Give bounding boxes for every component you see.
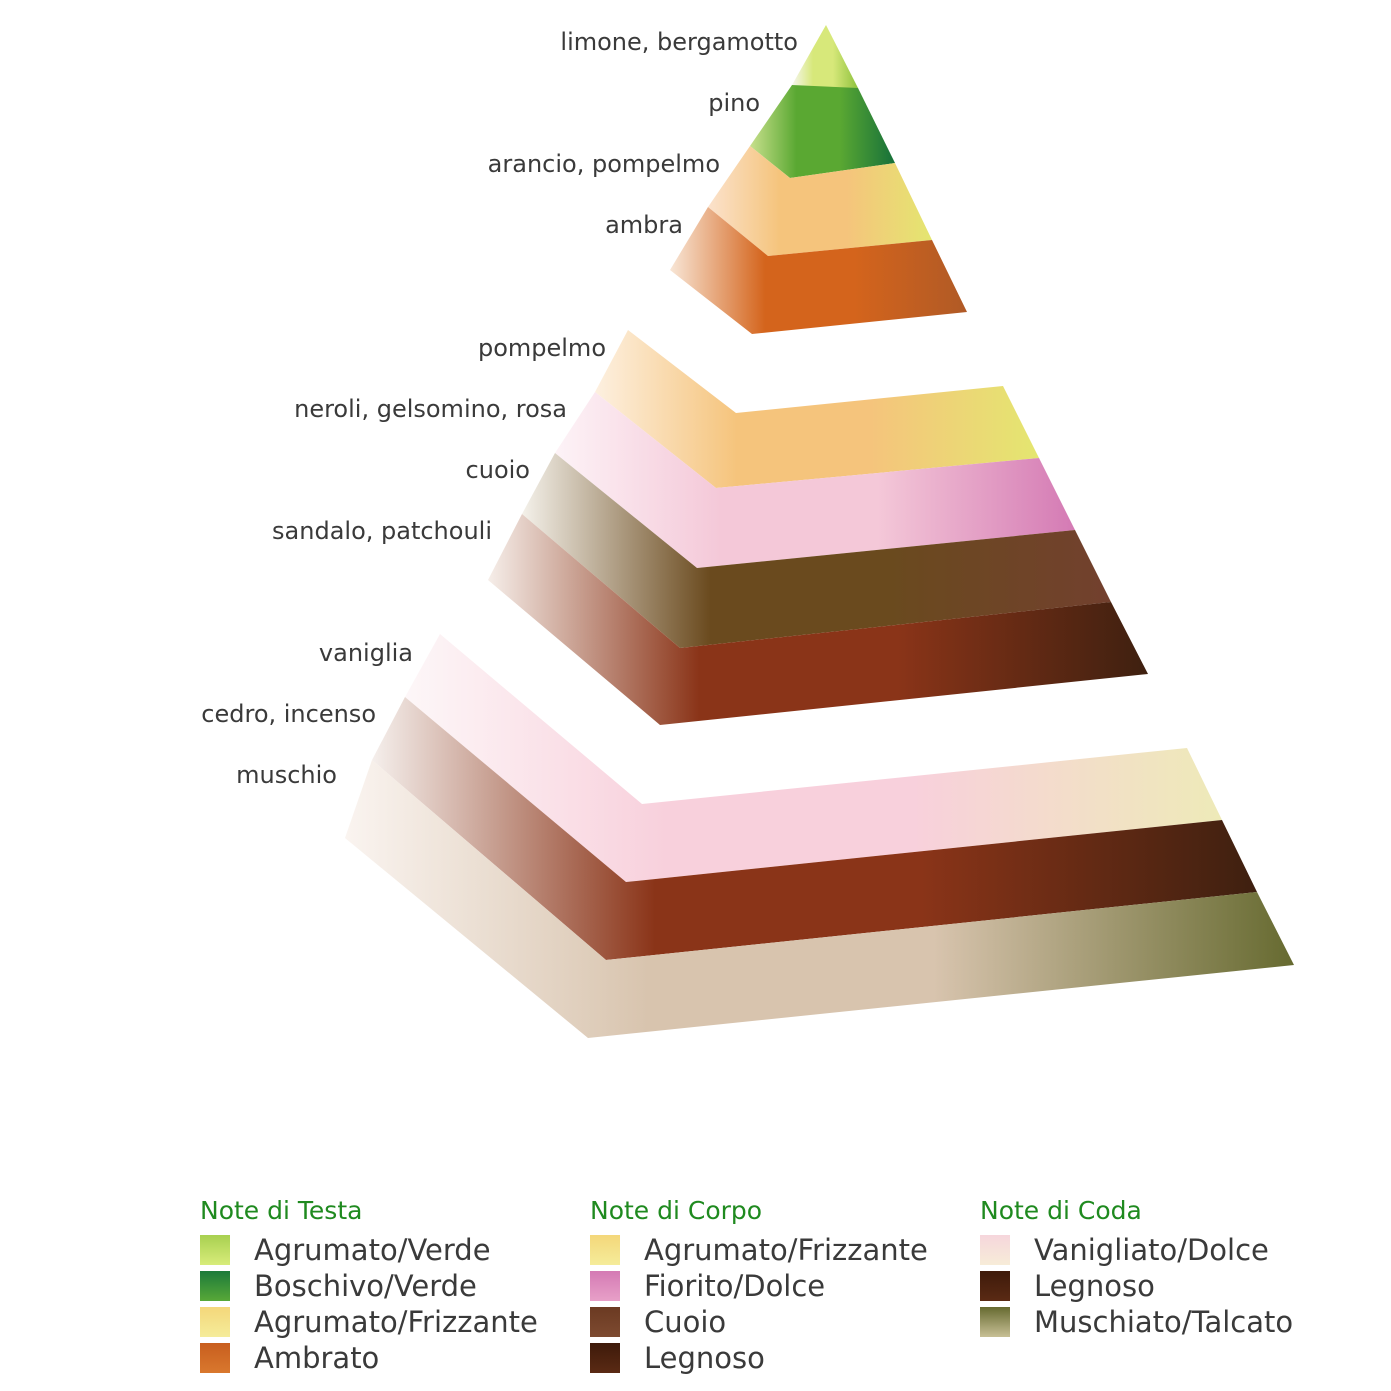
- fragrance-pyramid: limone, bergamotto pino arancio, pompelmo a…: [201, 25, 1294, 1038]
- legend-item: Muschiato/Talcato: [980, 1304, 1293, 1340]
- legend-label: Agrumato/Verde: [254, 1233, 491, 1267]
- legend-item: Agrumato/Frizzante: [200, 1304, 538, 1340]
- legend-label: Cuoio: [644, 1305, 727, 1339]
- legend-swatch: [200, 1271, 230, 1301]
- pyramid-band-6: [555, 392, 1075, 568]
- pyramid-band-1: [792, 25, 858, 100]
- note-label: pino: [708, 89, 760, 117]
- note-label: vaniglia: [319, 639, 413, 667]
- legend-swatch: [200, 1307, 230, 1337]
- pyramid-band-2: [750, 85, 895, 178]
- legend-swatch: [590, 1235, 620, 1265]
- note-label: neroli, gelsomino, rosa: [294, 395, 567, 423]
- legend-swatch: [590, 1271, 620, 1301]
- legend-title: Note di Coda: [980, 1196, 1142, 1225]
- pyramid-band-5: [595, 330, 1039, 488]
- pyramid-band-10: [372, 697, 1257, 960]
- legend-title: Note di Testa: [200, 1196, 363, 1225]
- legend-item: Vanigliato/Dolce: [980, 1232, 1293, 1268]
- legend-item: Agrumato/Frizzante: [590, 1232, 928, 1268]
- note-label: limone, bergamotto: [560, 28, 798, 56]
- legend-item: Legnoso: [980, 1268, 1293, 1304]
- note-label: sandalo, patchouli: [272, 517, 492, 545]
- legend-label: Legnoso: [1034, 1269, 1155, 1303]
- note-label: cedro, incenso: [201, 700, 376, 728]
- legend-label: Vanigliato/Dolce: [1034, 1233, 1269, 1267]
- pyramid-band-8: [488, 514, 1148, 725]
- legend-label: Legnoso: [644, 1341, 765, 1375]
- pyramid-band-9: [405, 634, 1222, 882]
- legend-label: Fiorito/Dolce: [644, 1269, 826, 1303]
- legend-swatch: [590, 1343, 620, 1373]
- pyramid-band-3: [708, 146, 932, 256]
- note-label: cuoio: [466, 456, 530, 484]
- legend-label: Boschivo/Verde: [254, 1269, 477, 1303]
- legend-column: Note di Coda Vanigliato/Dolce Legnoso Musch…: [980, 1190, 1293, 1340]
- legend-item: Fiorito/Dolce: [590, 1268, 928, 1304]
- legend-item: Agrumato/Verde: [200, 1232, 538, 1268]
- legend-column: Note di Testa Agrumato/Verde Boschivo/Verd…: [200, 1190, 538, 1376]
- legend-label: Agrumato/Frizzante: [644, 1233, 928, 1267]
- legend-item: Cuoio: [590, 1304, 928, 1340]
- legend-label: Muschiato/Talcato: [1034, 1305, 1294, 1339]
- legend: Note di Testa Agrumato/Verde Boschivo/Verd…: [0, 1190, 1391, 1390]
- legend-swatch: [200, 1235, 230, 1265]
- legend-swatch: [200, 1343, 230, 1373]
- pyramid-band-7: [522, 453, 1111, 648]
- legend-swatch: [980, 1235, 1010, 1265]
- legend-item: Boschivo/Verde: [200, 1268, 538, 1304]
- legend-label: Agrumato/Frizzante: [254, 1305, 538, 1339]
- legend-label: Ambrato: [254, 1341, 380, 1375]
- note-label: arancio, pompelmo: [488, 150, 720, 178]
- legend-item: Legnoso: [590, 1340, 928, 1376]
- legend-swatch: [980, 1271, 1010, 1301]
- note-label: ambra: [605, 211, 683, 239]
- legend-column: Note di Corpo Agrumato/Frizzante Fiorito/D…: [590, 1190, 928, 1376]
- note-label: pompelmo: [478, 334, 606, 362]
- legend-swatch: [980, 1307, 1010, 1337]
- pyramid-band-11: [345, 760, 1294, 1038]
- legend-swatch: [590, 1307, 620, 1337]
- pyramid-band-4: [670, 207, 967, 334]
- note-label: muschio: [236, 761, 337, 789]
- legend-title: Note di Corpo: [590, 1196, 763, 1225]
- legend-item: Ambrato: [200, 1340, 538, 1376]
